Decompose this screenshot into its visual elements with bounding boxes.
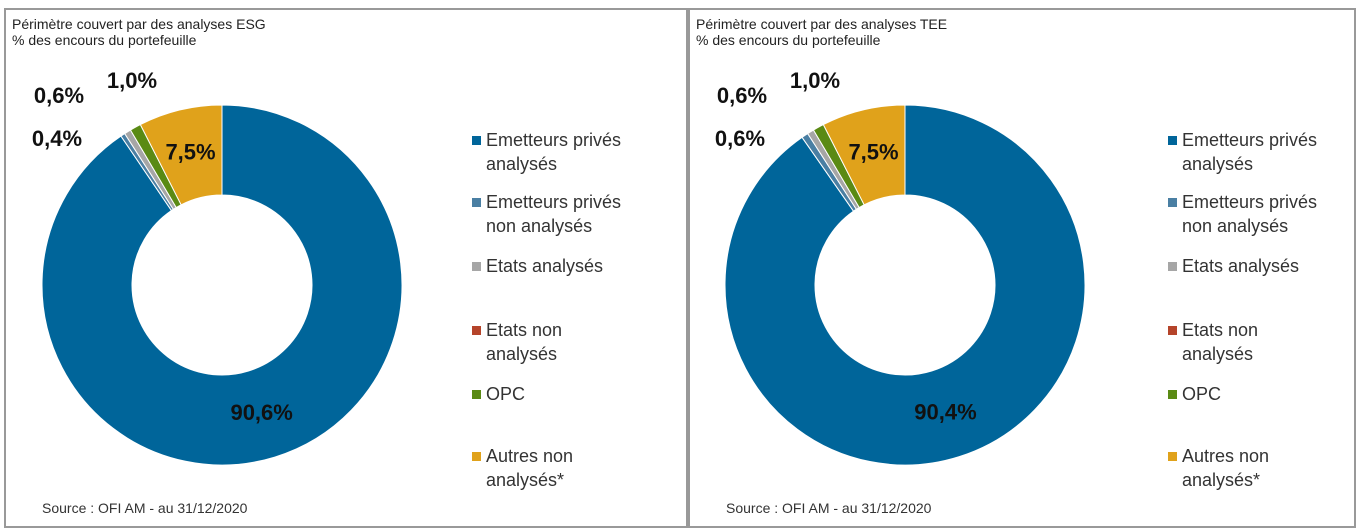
donut: 90,4% 0,6% 0,6% 1,0% 7,5% <box>715 68 1086 466</box>
source-note: Source : OFI AM - au 31/12/2020 <box>726 500 932 516</box>
chart-title: Périmètre couvert par des analyses TEE <box>696 16 948 32</box>
legend-item: Etats non analysés <box>1168 318 1332 366</box>
legend-label: OPC <box>1182 384 1222 404</box>
legend-label: Etats analysés <box>1182 256 1300 276</box>
legend-item: Etats analysés <box>1168 254 1332 278</box>
legend-item: Autres non analysés* <box>472 444 636 492</box>
legend-label: Etats non analysés <box>1182 320 1259 364</box>
data-label: 0,4% <box>32 126 82 151</box>
legend-item: OPC <box>1168 382 1332 406</box>
legend-label: Etats analysés <box>486 256 604 276</box>
data-label: 0,6% <box>34 83 84 108</box>
data-label: 90,4% <box>914 400 976 425</box>
legend-label: Emetteurs privés analysés <box>486 130 622 174</box>
legend-label: Emetteurs privés non analysés <box>486 192 622 236</box>
legend-swatch <box>472 452 481 461</box>
chart-panel: Périmètre couvert par des analyses TEE% … <box>688 8 1356 528</box>
legend-item: Etats analysés <box>472 254 636 278</box>
data-label: 0,6% <box>715 126 765 151</box>
legend-label: OPC <box>486 384 526 404</box>
legend-swatch <box>1168 452 1177 461</box>
data-label: 7,5% <box>848 140 898 165</box>
legend-item: Emetteurs privés non analysés <box>472 190 656 238</box>
chart-subtitle: % des encours du portefeuille <box>696 32 881 48</box>
source-note: Source : OFI AM - au 31/12/2020 <box>42 500 248 516</box>
legend-swatch <box>472 136 481 145</box>
legend-item: Emetteurs privés analysés <box>472 128 636 176</box>
legend-item: Autres non analysés* <box>1168 444 1332 492</box>
chart-panel: Périmètre couvert par des analyses ESG% … <box>4 8 688 528</box>
data-label: 1,0% <box>790 68 840 93</box>
legend-swatch <box>472 262 481 271</box>
data-label: 7,5% <box>165 140 215 165</box>
chart-title: Périmètre couvert par des analyses ESG <box>12 16 266 32</box>
legend-swatch <box>472 198 481 207</box>
legend-label: Autres non analysés* <box>1182 446 1270 490</box>
legend-item: OPC <box>472 382 636 406</box>
data-label: 1,0% <box>107 68 157 93</box>
donut-slice <box>41 104 403 466</box>
legend-swatch <box>472 390 481 399</box>
donut-slice <box>139 104 223 206</box>
legend-swatch <box>1168 326 1177 335</box>
chart-subtitle: % des encours du portefeuille <box>12 32 197 48</box>
legend-swatch <box>472 326 481 335</box>
legend-label: Etats non analysés <box>486 320 563 364</box>
legend-item: Emetteurs privés analysés <box>1168 128 1332 176</box>
donut: 90,6% 0,4% 0,6% 1,0% 7,5% <box>32 68 403 466</box>
legend-swatch <box>1168 136 1177 145</box>
legend-item: Emetteurs privés non analysés <box>1168 190 1352 238</box>
legend-label: Autres non analysés* <box>486 446 574 490</box>
legend-swatch <box>1168 390 1177 399</box>
donut-slice <box>724 104 1086 466</box>
legend-item: Etats non analysés <box>472 318 636 366</box>
data-label: 90,6% <box>230 400 292 425</box>
legend-swatch <box>1168 262 1177 271</box>
donut-slice <box>822 104 906 206</box>
data-label: 0,6% <box>717 83 767 108</box>
legend-swatch <box>1168 198 1177 207</box>
legend-label: Emetteurs privés non analysés <box>1182 192 1318 236</box>
legend-label: Emetteurs privés analysés <box>1182 130 1318 174</box>
